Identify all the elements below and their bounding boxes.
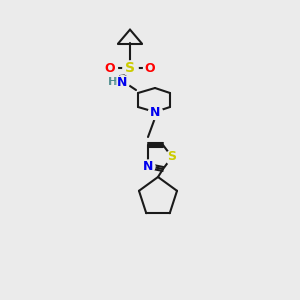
Text: N: N — [117, 76, 127, 88]
Text: O: O — [105, 61, 115, 74]
Text: N: N — [150, 106, 160, 118]
Text: S: S — [125, 61, 135, 75]
Text: O: O — [145, 61, 155, 74]
Text: S: S — [125, 61, 135, 75]
Text: H: H — [108, 77, 116, 87]
Text: N: N — [143, 160, 153, 172]
Text: H: H — [109, 77, 117, 87]
Text: N: N — [150, 106, 160, 118]
Text: S: S — [167, 151, 176, 164]
Text: O: O — [105, 61, 115, 74]
Text: N: N — [150, 106, 160, 118]
Text: N: N — [143, 160, 153, 172]
Text: N: N — [117, 76, 127, 88]
Text: S: S — [167, 151, 176, 164]
Text: O: O — [145, 61, 155, 74]
